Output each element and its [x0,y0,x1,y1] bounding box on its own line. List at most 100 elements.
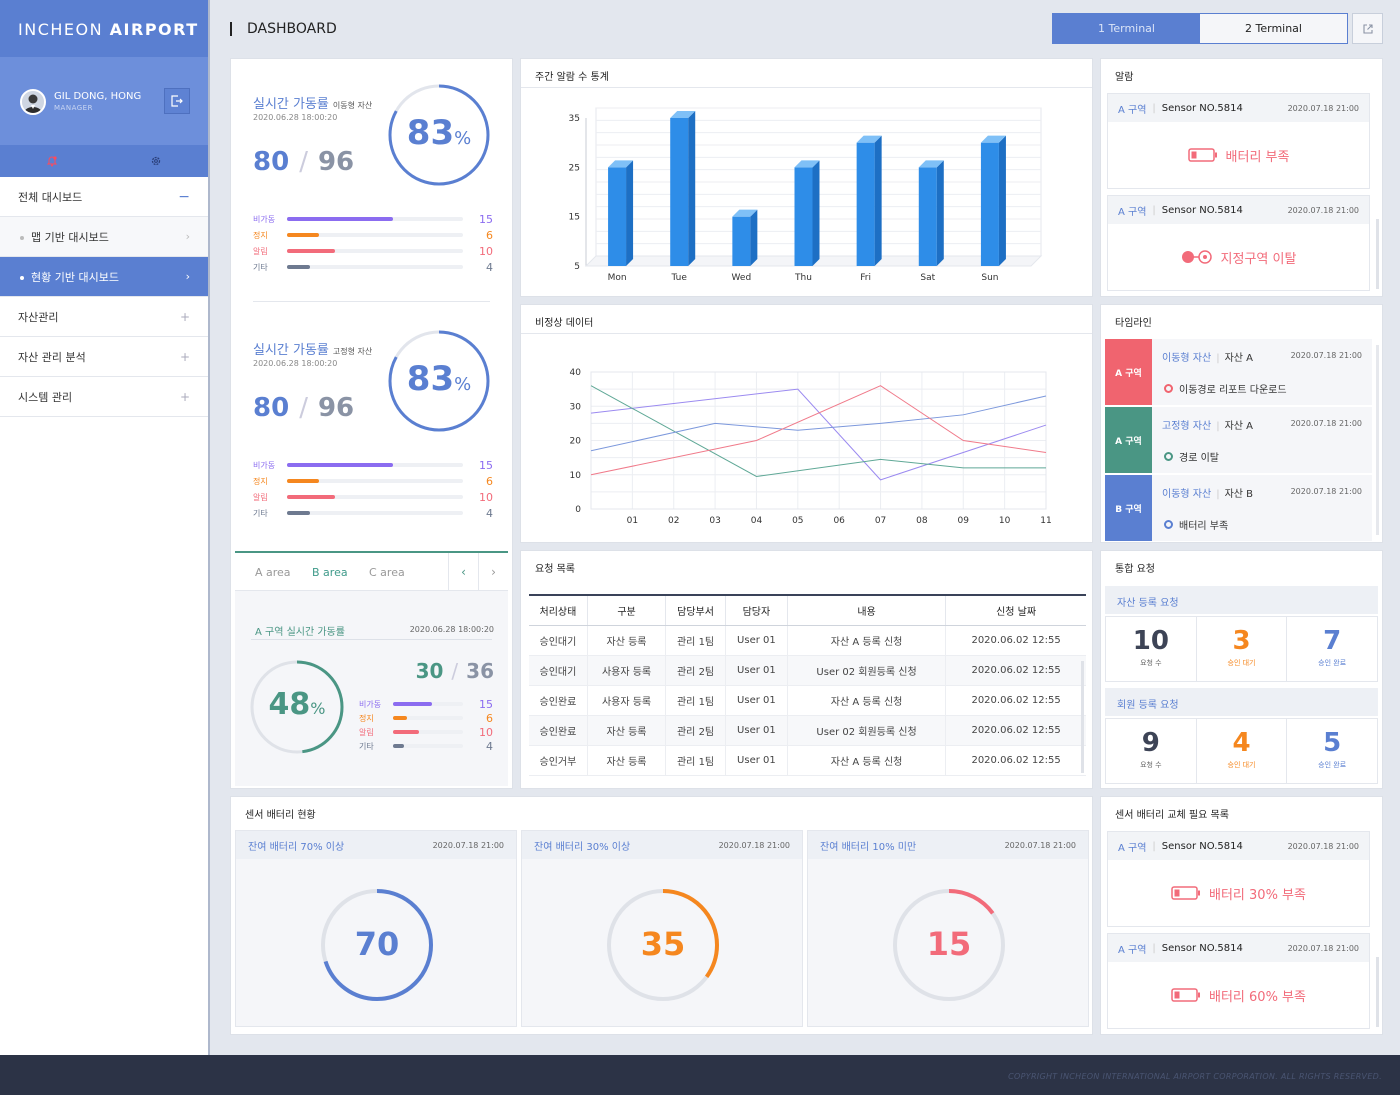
stat-bar-row: 기타 4 [359,739,493,753]
x-tick-label: 11 [1040,516,1051,526]
stat-label: 정지 [253,230,268,240]
y-tick-label: 20 [570,437,582,447]
column-header[interactable]: 내용 [786,594,946,626]
request-stat[interactable]: 3 승인 대기 [1196,616,1288,682]
notification-button[interactable] [0,145,104,177]
x-tick-label: Thu [794,273,812,283]
stat-bar-row: 기타 4 [253,505,493,521]
series-line[interactable] [590,385,1047,476]
next-button[interactable]: › [478,553,508,590]
integrated-request-panel: 통합 요청 자산 등록 요청 10 요청 수 3 승인 대기 7 승인 완료 회원 등록 요청… [1100,550,1383,789]
x-tick-label: Sun [981,273,998,283]
status-dot-icon [1164,452,1173,461]
stat-label: 정지 [359,713,374,723]
settings-button[interactable] [104,145,208,177]
app-logo[interactable]: INCHEON AIRPORT [0,0,208,57]
y-tick-label: 10 [570,471,582,481]
bar[interactable] [856,135,882,266]
sidebar-item-map-dashboard[interactable]: 맵 기반 대시보드 › [0,217,208,257]
alarm-item[interactable]: A 구역 | Sensor NO.5814 2020.07.18 21:00 배터리 … [1107,93,1370,189]
request-stat[interactable]: 5 승인 완료 [1287,718,1379,784]
popout-button[interactable] [1352,13,1383,44]
stat-track [393,716,463,720]
timeline-date: 2020.07.18 21:00 [1290,487,1362,496]
scrollbar[interactable] [1376,345,1379,535]
tab-c-area[interactable]: C area [369,566,405,579]
replace-item[interactable]: A 구역 | Sensor NO.5814 2020.07.18 21:00 배터리 … [1107,831,1370,927]
request-stat-row: 10 요청 수 3 승인 대기 7 승인 완료 [1105,616,1379,682]
plus-icon: + [179,389,190,404]
panel-title: 센서 배터리 교체 필요 목록 [1115,810,1229,821]
scrollbar[interactable] [1376,957,1379,1027]
battery-box-date: 2020.07.18 21:00 [718,840,790,850]
battery-box-label: 잔여 배터리 70% 이상 [248,841,345,853]
table-row[interactable]: 승인대기 사용자 등록 관리 2팀 User 01 User 02 회원등록 신청 202… [529,655,1086,686]
timeline-date: 2020.07.18 21:00 [1290,351,1362,360]
table-row[interactable]: 승인완료 사용자 등록 관리 1팀 User 01 자산 A 등록 신청 2020.06.… [529,685,1086,716]
zone-badge: A 구역 [1105,407,1152,473]
series-line[interactable] [590,395,1047,452]
scrollbar[interactable] [1081,661,1084,773]
scrollbar[interactable] [1376,219,1379,289]
battery-ring [321,889,433,1001]
bar[interactable] [732,209,758,266]
stat-label: 알림 [253,246,268,256]
table-row[interactable]: 승인대기 자산 등록 관리 1팀 User 01 자산 A 등록 신청 2020.06.0… [529,625,1086,656]
request-stat[interactable]: 10 요청 수 [1105,616,1197,682]
stat-fill [287,479,319,483]
request-stat[interactable]: 4 승인 대기 [1196,718,1288,784]
tab-terminal-1[interactable]: 1 Terminal [1053,14,1200,43]
table-row[interactable]: 승인거부 자산 등록 관리 1팀 User 01 자산 A 등록 신청 2020.06.0… [529,745,1086,776]
replace-item[interactable]: A 구역 | Sensor NO.5814 2020.07.18 21:00 배터리 … [1107,933,1370,1029]
prev-button[interactable]: ‹ [448,553,478,590]
bell-icon [46,156,58,167]
series-line[interactable] [590,385,1046,477]
sidebar-item-asset-management[interactable]: 자산관리 + [0,297,208,337]
battery-box-label: 잔여 배터리 10% 미만 [820,841,917,853]
column-header[interactable]: 담당자 [724,594,788,626]
stat-bar-row: 알림 10 [253,489,493,505]
sidebar-item-status-dashboard[interactable]: 현황 기반 대시보드 › [0,257,208,297]
timeline-item[interactable]: A 구역 고정형 자산 | 자산 A 2020.07.18 21:00 경로 이탈 [1105,407,1372,473]
request-stat[interactable]: 9 요청 수 [1105,718,1197,784]
logout-button[interactable] [164,88,190,114]
alarm-item[interactable]: A 구역 | Sensor NO.5814 2020.07.18 21:00 지정구역… [1107,195,1370,291]
stat-track [393,702,463,706]
bar[interactable] [670,111,696,266]
bar[interactable] [794,160,820,266]
request-stat-row: 9 요청 수 4 승인 대기 5 승인 완료 [1105,718,1379,784]
y-tick-label: 0 [575,505,581,515]
request-stat[interactable]: 7 승인 완료 [1287,616,1379,682]
tab-terminal-2[interactable]: 2 Terminal [1200,14,1347,43]
table-cell: 자산 A 등록 신청 [786,745,946,776]
sidebar-item-system[interactable]: 시스템 관리 + [0,377,208,417]
bar[interactable] [918,160,944,266]
external-link-icon [1362,23,1373,34]
battery-box-date: 2020.07.18 21:00 [1004,840,1076,850]
table-cell: 관리 2팀 [665,655,726,686]
bar[interactable] [980,135,1006,266]
series-line[interactable] [590,388,1047,481]
sidebar-item-all-dashboard[interactable]: 전체 대시보드 − [0,177,208,217]
column-header[interactable]: 신청 날짜 [945,594,1086,626]
sidebar-item-asset-analysis[interactable]: 자산 관리 분석 + [0,337,208,377]
chevron-right-icon: › [491,564,496,579]
stat-fill [287,495,335,499]
abnormal-data-panel: 비정상 데이터 0 10 20 30 40 01 02 03 04 05 06 07 08 09 10 11 [520,304,1093,543]
tab-b-area[interactable]: B area [312,566,348,579]
table-cell: 자산 등록 [586,745,666,776]
table-cell: 사용자 등록 [586,655,666,686]
column-header[interactable]: 처리상태 [529,594,588,626]
column-header[interactable]: 구분 [586,594,666,626]
tab-a-area[interactable]: A area [255,566,291,579]
bar[interactable] [608,160,634,266]
column-header[interactable]: 담당부서 [665,594,726,626]
stat-value: 4 [486,506,493,520]
rate-panel: 실시간 가동률 이동형 자산 2020.06.28 18:00:20 80/96 … [230,58,513,789]
table-cell: User 01 [724,655,788,686]
timeline-item[interactable]: A 구역 이동형 자산 | 자산 A 2020.07.18 21:00 이동경로 리포트 … [1105,339,1372,405]
rate-title: 실시간 가동률 [253,97,329,112]
timeline-item[interactable]: B 구역 이동형 자산 | 자산 B 2020.07.18 21:00 배터리 부족 [1105,475,1372,541]
table-row[interactable]: 승인완료 자산 등록 관리 2팀 User 01 User 02 회원등록 신청 2020… [529,715,1086,746]
y-tick-label: 5 [574,262,580,272]
